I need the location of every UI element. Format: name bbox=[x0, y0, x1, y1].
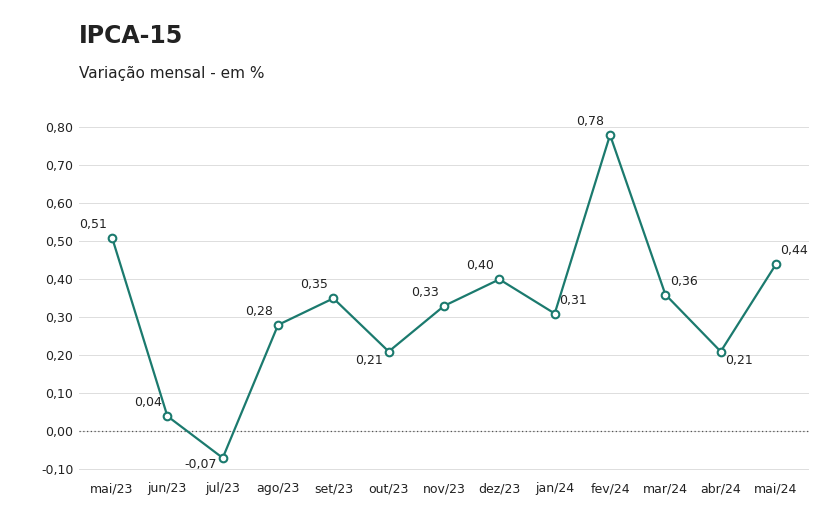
Text: 0,28: 0,28 bbox=[245, 305, 272, 318]
Text: 0,31: 0,31 bbox=[559, 294, 587, 307]
Text: 0,21: 0,21 bbox=[355, 354, 383, 367]
Text: 0,51: 0,51 bbox=[79, 218, 106, 231]
Text: 0,44: 0,44 bbox=[780, 245, 808, 257]
Text: 0,78: 0,78 bbox=[577, 115, 604, 128]
Text: 0,36: 0,36 bbox=[670, 275, 697, 288]
Text: 0,04: 0,04 bbox=[134, 396, 162, 409]
Text: 0,33: 0,33 bbox=[411, 286, 438, 299]
Text: IPCA-15: IPCA-15 bbox=[79, 24, 183, 48]
Text: Variação mensal - em %: Variação mensal - em % bbox=[79, 66, 264, 81]
Text: 0,40: 0,40 bbox=[466, 259, 494, 272]
Text: 0,21: 0,21 bbox=[725, 354, 753, 367]
Text: -0,07: -0,07 bbox=[185, 458, 217, 471]
Text: 0,35: 0,35 bbox=[300, 278, 328, 291]
